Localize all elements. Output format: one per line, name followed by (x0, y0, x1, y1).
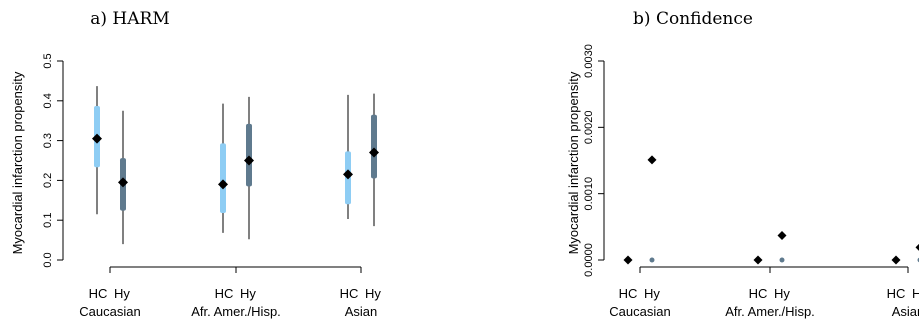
group-tick-label: Caucasian (609, 304, 670, 319)
series-tick-label: HC (619, 286, 638, 301)
scatter-point (891, 255, 901, 265)
y-tick-label: 0.4 (42, 93, 54, 108)
y-tick-label: 0.0030 (583, 44, 595, 78)
panel-a-title: a) HARM (90, 9, 169, 29)
series-tick-label: Hy (240, 286, 256, 301)
median-point (244, 155, 254, 166)
series-tick-label: HC (749, 286, 768, 301)
median-point (92, 133, 102, 144)
y-tick-label: 0.5 (42, 53, 54, 68)
median-point (343, 169, 353, 180)
scatter-point (915, 243, 919, 251)
scatter-point (753, 255, 763, 265)
panel-a-axes: 0.0 0.1 0.2 0.3 0.4 0.5 HC Hy Caucasian HC Hy Afr. … (42, 53, 381, 319)
series-tick-label: HC (215, 286, 234, 301)
panel-harm: a) HARM Myocardial infarction propensity… (10, 9, 381, 319)
series-tick-label: HC (887, 286, 906, 301)
group-tick-label: Asian (892, 304, 919, 319)
scatter-point (647, 155, 657, 165)
series-tick-label: Hy (644, 286, 660, 301)
series-tick-label: HC (89, 286, 108, 301)
series-tick-label: HC (340, 286, 359, 301)
y-tick-label: 0.0000 (583, 243, 595, 277)
y-tick-label: 0.1 (42, 213, 54, 228)
panel-b-ylabel: Myocardial infarction propensity (566, 71, 581, 254)
group-tick-label: Caucasian (79, 304, 140, 319)
interval-box (220, 143, 226, 214)
group-tick-label: Asian (345, 304, 378, 319)
y-tick-label: 0.2 (42, 173, 54, 188)
group-tick-label: Afr. Amer./Hisp. (191, 304, 281, 319)
median-point (118, 177, 128, 188)
y-tick-label: 0.0010 (583, 177, 595, 211)
y-tick-label: 0.3 (42, 133, 54, 148)
panel-confidence: b) Confidence Myocardial infarction prop… (566, 9, 919, 319)
panel-a-ylabel: Myocardial infarction propensity (10, 71, 25, 254)
series-tick-label: Hy (912, 286, 919, 301)
series-tick-label: Hy (114, 286, 130, 301)
group-tick-label: Afr. Amer./Hisp. (725, 304, 815, 319)
panel-b-title: b) Confidence (633, 9, 753, 29)
scatter-point (777, 230, 787, 240)
scatter-dot (779, 257, 785, 263)
series-tick-label: Hy (774, 286, 790, 301)
scatter-dot (649, 257, 655, 263)
panel-b-axes: 0.0000 0.0010 0.0020 0.0030 HC Hy Caucasian HC H… (583, 44, 919, 319)
median-point (369, 147, 379, 158)
interval-box (371, 114, 377, 179)
panel-a-marks (92, 86, 379, 245)
series-tick-label: Hy (365, 286, 381, 301)
median-point (218, 179, 228, 190)
panel-b-marks (623, 155, 919, 265)
y-tick-label: 0.0 (42, 252, 54, 267)
scatter-point (623, 255, 633, 265)
y-tick-label: 0.0020 (583, 111, 595, 145)
interval-box (246, 123, 252, 187)
